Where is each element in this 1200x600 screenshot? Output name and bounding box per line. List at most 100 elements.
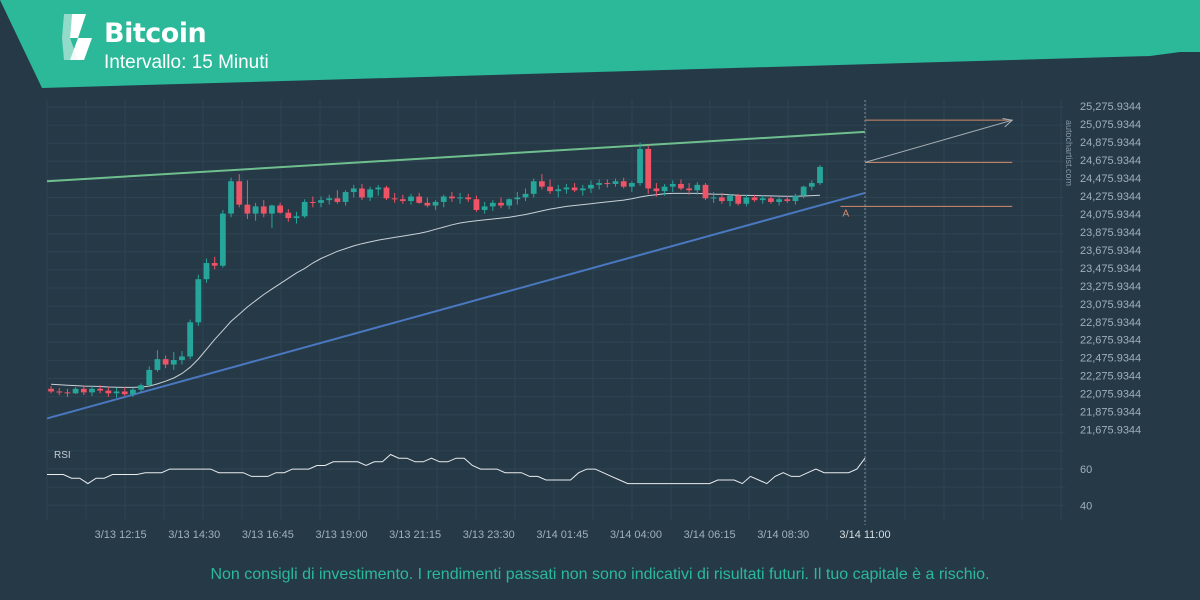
candle-body (269, 205, 275, 214)
candle-bullish (440, 194, 447, 208)
price-tick-label: 24,675.9344 (1080, 155, 1141, 167)
candle-body (555, 189, 562, 192)
time-tick-label: 3/13 16:45 (242, 529, 294, 541)
candle-body (162, 359, 169, 365)
time-tick-label: 3/14 11:00 (839, 529, 890, 541)
candle-body (465, 197, 472, 200)
candle-body (154, 359, 161, 370)
candle-body (776, 199, 782, 202)
candle-bullish (203, 258, 210, 283)
candle-bearish (473, 195, 480, 212)
price-tick-label: 22,675.9344 (1080, 335, 1141, 347)
page-title: Bitcoin (104, 18, 207, 49)
candle-bearish (653, 183, 660, 197)
candle-body (179, 356, 185, 361)
candle-body (432, 201, 439, 206)
candle-body (170, 360, 177, 365)
price-tick-label: 25,275.9344 (1080, 101, 1141, 113)
candle-bearish (399, 194, 406, 204)
price-tick-label: 22,875.9344 (1080, 317, 1141, 329)
pattern-point-label: A (842, 208, 849, 219)
candle-body (653, 188, 660, 192)
candle-body (759, 198, 766, 201)
candle-bearish (383, 185, 390, 201)
candle-bullish (195, 274, 202, 326)
candle-body (514, 197, 521, 200)
candle-bullish (808, 180, 815, 191)
candle-bullish (555, 184, 562, 198)
candle-body (326, 198, 333, 201)
price-tick-label: 21,875.9344 (1080, 407, 1141, 419)
moving-average (51, 192, 821, 388)
candle-body (252, 206, 259, 214)
candle-bearish (416, 192, 423, 204)
candle-body (686, 188, 693, 191)
candle-bearish (121, 386, 128, 396)
candle-body (792, 195, 799, 202)
candle-bearish (162, 355, 169, 369)
candle-bullish (727, 193, 733, 207)
price-chart: 25,275.9344 25,075.9344 24,875.9344 24,675.… (46, 100, 1141, 541)
candle-body (211, 263, 218, 266)
candle-body (105, 390, 112, 394)
price-tick-label: 23,675.9344 (1080, 245, 1141, 257)
candle-body (56, 391, 63, 393)
candle-body (391, 198, 398, 200)
candle-body (628, 183, 635, 187)
candle-bullish (637, 142, 643, 186)
candle-body (645, 148, 652, 189)
candle-bullish (669, 180, 676, 193)
candle-bullish (326, 194, 333, 205)
candle-bullish (367, 186, 373, 202)
candle-body (130, 389, 136, 395)
candle-bullish (318, 196, 324, 208)
candle-body (449, 196, 455, 199)
candle-body (784, 199, 791, 202)
candle-body (768, 198, 774, 202)
candle-bearish (391, 192, 398, 203)
candle-body (669, 183, 676, 187)
candle-bearish (735, 193, 742, 206)
candle-bearish (277, 202, 284, 214)
candle-body (228, 181, 234, 214)
candle-bearish (718, 192, 725, 204)
candle-body (342, 192, 349, 202)
candle-body (498, 202, 504, 206)
candle-body (236, 181, 243, 205)
watermark: autochartist.com (1064, 120, 1074, 186)
candle-body (72, 388, 79, 394)
price-tick-label: 22,275.9344 (1080, 371, 1141, 383)
projection-arrowhead (1002, 117, 1014, 128)
candle-body (195, 279, 202, 323)
candle-bullish (146, 366, 153, 387)
candle-body (489, 202, 496, 207)
rsi-tick-label: 60 (1080, 464, 1092, 476)
candle-bearish (97, 385, 104, 394)
candle-body (121, 391, 128, 395)
interval-subtitle: Intervallo: 15 Minuti (104, 52, 269, 73)
candle-bullish (342, 190, 349, 206)
candle-body (678, 183, 684, 189)
candle-bullish (792, 193, 799, 205)
candle-bearish (359, 183, 365, 201)
candle-bearish (80, 385, 87, 396)
price-tick-label: 24,875.9344 (1080, 137, 1141, 149)
time-tick-label: 3/14 01:45 (536, 529, 588, 541)
candle-bullish (408, 193, 414, 205)
moving-average-line (51, 192, 821, 388)
candle-body (694, 184, 701, 191)
price-tick-label: 22,475.9344 (1080, 353, 1141, 365)
candle-body (710, 197, 717, 199)
candle-bullish (457, 192, 463, 204)
candle-bullish (179, 351, 185, 365)
candle-bullish (219, 210, 226, 268)
candle-bullish (89, 386, 95, 396)
candle-bearish (244, 180, 251, 219)
candle-bullish (776, 197, 782, 206)
candle-bullish (694, 182, 701, 195)
support-line (46, 191, 866, 420)
candle-bearish (309, 196, 316, 208)
candle-bullish (800, 185, 807, 199)
candle-body (89, 388, 95, 393)
candle-bullish (743, 194, 750, 207)
